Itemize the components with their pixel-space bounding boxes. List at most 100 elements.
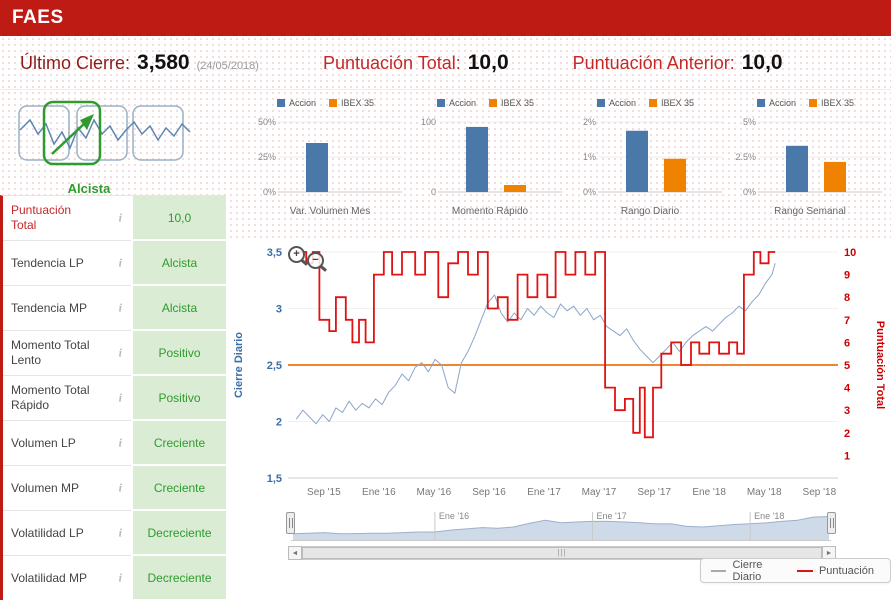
mini-bar-chart: 0 100 <box>421 117 562 197</box>
info-icon[interactable]: i <box>118 345 122 360</box>
selected-trend-box <box>42 100 102 166</box>
indicator-label: Tendencia MP <box>11 300 88 315</box>
scrollbar-track[interactable]: ||| <box>302 546 822 560</box>
svg-text:2.5%: 2.5% <box>735 152 756 162</box>
accion-legend-label: Accion <box>448 98 476 108</box>
svg-text:May '18: May '18 <box>747 487 782 498</box>
indicator-row-volatilidad-lp: Volatilidad LP i Decreciente <box>3 511 226 556</box>
info-icon[interactable]: i <box>118 300 122 315</box>
mini-chart-rango-diario: Accion IBEX 35 0% 1% 2% Rango Diario <box>570 96 730 217</box>
info-icon[interactable]: i <box>118 525 122 540</box>
total-score-value: 10,0 <box>467 50 509 74</box>
navigator-handle-right[interactable] <box>827 512 836 534</box>
navigator-plot[interactable]: Ene '16 Ene '17 Ene '18 <box>291 506 831 549</box>
svg-text:1: 1 <box>844 450 850 462</box>
ibex-legend-label: IBEX 35 <box>500 98 535 108</box>
accion-bar <box>466 126 488 192</box>
svg-text:25%: 25% <box>258 152 276 162</box>
scrollbar-grip[interactable]: ||| <box>557 548 567 557</box>
indicator-label: Volumen MP <box>11 480 80 495</box>
main-chart: + − 1,5 2 2,5 3 3,5 1 2 3 4 5 6 7 8 9 10 Sep '15 Ene '16… <box>226 238 891 510</box>
main-line-chart: 1,5 2 2,5 3 3,5 1 2 3 4 5 6 7 8 9 10 Sep '15 Ene '16 May … <box>233 247 886 498</box>
mini-title-momento-rapido: Momento Rápido <box>451 206 529 217</box>
mini-bar-chart: 0% 1% 2% <box>583 117 722 197</box>
indicator-row-volumen-lp: Volumen LP i Creciente <box>3 421 226 466</box>
ibex-swatch <box>648 99 657 107</box>
ibex-legend-label: IBEX 35 <box>340 98 375 108</box>
ibex-bar <box>824 161 846 192</box>
indicator-row-momento-lento: Momento Total Lento i Positivo <box>3 331 226 376</box>
indicator-value: Creciente <box>131 466 226 511</box>
svg-text:1,5: 1,5 <box>267 473 282 485</box>
svg-text:Ene '17: Ene '17 <box>597 511 627 521</box>
svg-text:6: 6 <box>844 337 850 349</box>
main-chart-plot[interactable]: 1,5 2 2,5 3 3,5 1 2 3 4 5 6 7 8 9 10 Sep '15 Ene '16 May … <box>226 238 891 513</box>
left-axis-title: Cierre Diario <box>233 332 245 398</box>
svg-text:Ene '18: Ene '18 <box>754 511 784 521</box>
indicator-value: Creciente <box>131 421 226 466</box>
svg-text:0: 0 <box>431 187 436 197</box>
right-axis-title: Puntuación Total <box>874 321 886 409</box>
last-close-label: Último Cierre: <box>20 52 131 73</box>
indicator-row-puntuacion-total: Puntuación Total i 10,0 <box>3 196 226 241</box>
svg-text:50%: 50% <box>258 117 276 127</box>
svg-text:3: 3 <box>276 304 282 316</box>
mini-title-rango-semanal: Rango Semanal <box>774 206 846 217</box>
info-icon[interactable]: i <box>118 390 122 405</box>
accion-swatch <box>756 99 765 107</box>
indicator-label: Volatilidad LP <box>11 525 84 540</box>
total-score-label: Puntuación Total: <box>322 52 461 73</box>
trend-thumbnail-graphic <box>18 100 191 166</box>
accion-swatch <box>276 99 285 107</box>
info-icon[interactable]: i <box>118 210 122 225</box>
zoom-controls: + − <box>288 246 328 269</box>
svg-text:Ene '18: Ene '18 <box>692 487 726 498</box>
svg-text:Ene '17: Ene '17 <box>527 487 561 498</box>
chart-scrollbar[interactable]: ◄ ||| ► <box>288 546 836 560</box>
last-close-value: 3,580 <box>137 50 190 74</box>
metric-previous-score: Puntuación Anterior: 10,0 <box>573 51 783 75</box>
info-icon[interactable]: i <box>118 570 122 585</box>
legend-cierre-label: Cierre Diario <box>732 558 763 583</box>
app-title: FAES <box>12 7 64 28</box>
cierre-diario-line <box>295 263 776 425</box>
navigator-handle-left[interactable] <box>286 512 295 534</box>
zoom-in-button[interactable]: + <box>288 246 305 263</box>
svg-text:2%: 2% <box>583 117 596 127</box>
info-icon[interactable]: i <box>118 435 122 450</box>
svg-text:10: 10 <box>844 247 856 259</box>
indicator-value: Positivo <box>131 376 226 421</box>
previous-score-label: Puntuación Anterior: <box>572 52 735 73</box>
ibex-bar <box>664 158 686 192</box>
indicator-label-cell: Volumen LP i <box>3 421 131 466</box>
scroll-left-button[interactable]: ◄ <box>288 546 302 560</box>
up-arrow-head <box>80 114 94 130</box>
indicator-label: Volatilidad MP <box>11 570 88 585</box>
trend-box <box>76 105 128 161</box>
svg-text:5: 5 <box>844 360 850 372</box>
info-icon[interactable]: i <box>118 255 122 270</box>
last-close-date: (24/05/2018) <box>196 59 259 72</box>
svg-text:2: 2 <box>276 417 282 429</box>
indicator-row-tendencia-mp: Tendencia MP i Alcista <box>3 286 226 331</box>
svg-text:7: 7 <box>844 315 850 327</box>
ibex-legend-label: IBEX 35 <box>820 98 855 108</box>
svg-text:Sep '17: Sep '17 <box>637 487 671 498</box>
indicator-value: 10,0 <box>131 196 226 241</box>
trend-label: Alcista <box>67 181 111 196</box>
trend-mini-line <box>19 118 191 150</box>
indicator-value: Alcista <box>131 241 226 286</box>
svg-text:8: 8 <box>844 292 850 304</box>
info-icon[interactable]: i <box>118 480 122 495</box>
range-navigator[interactable]: Ene '16 Ene '17 Ene '18 <box>286 506 836 544</box>
mini-chart-rango-semanal: Accion IBEX 35 0% 2.5% 5% Rango Semanal <box>730 96 890 217</box>
indicator-table: Puntuación Total i 10,0 Tendencia LP i A… <box>0 195 226 600</box>
scrollbar-thumb[interactable]: ||| <box>302 547 822 559</box>
indicator-label: Puntuación Total <box>11 203 72 232</box>
navigator-area <box>293 516 829 540</box>
metric-last-close: Último Cierre: 3,580 (24/05/2018) <box>20 51 259 75</box>
mini-chart-momento-rapido: Accion IBEX 35 0 100 Momento Rápido <box>410 96 570 217</box>
zoom-out-button[interactable]: − <box>307 252 324 269</box>
accion-bar <box>786 145 808 192</box>
